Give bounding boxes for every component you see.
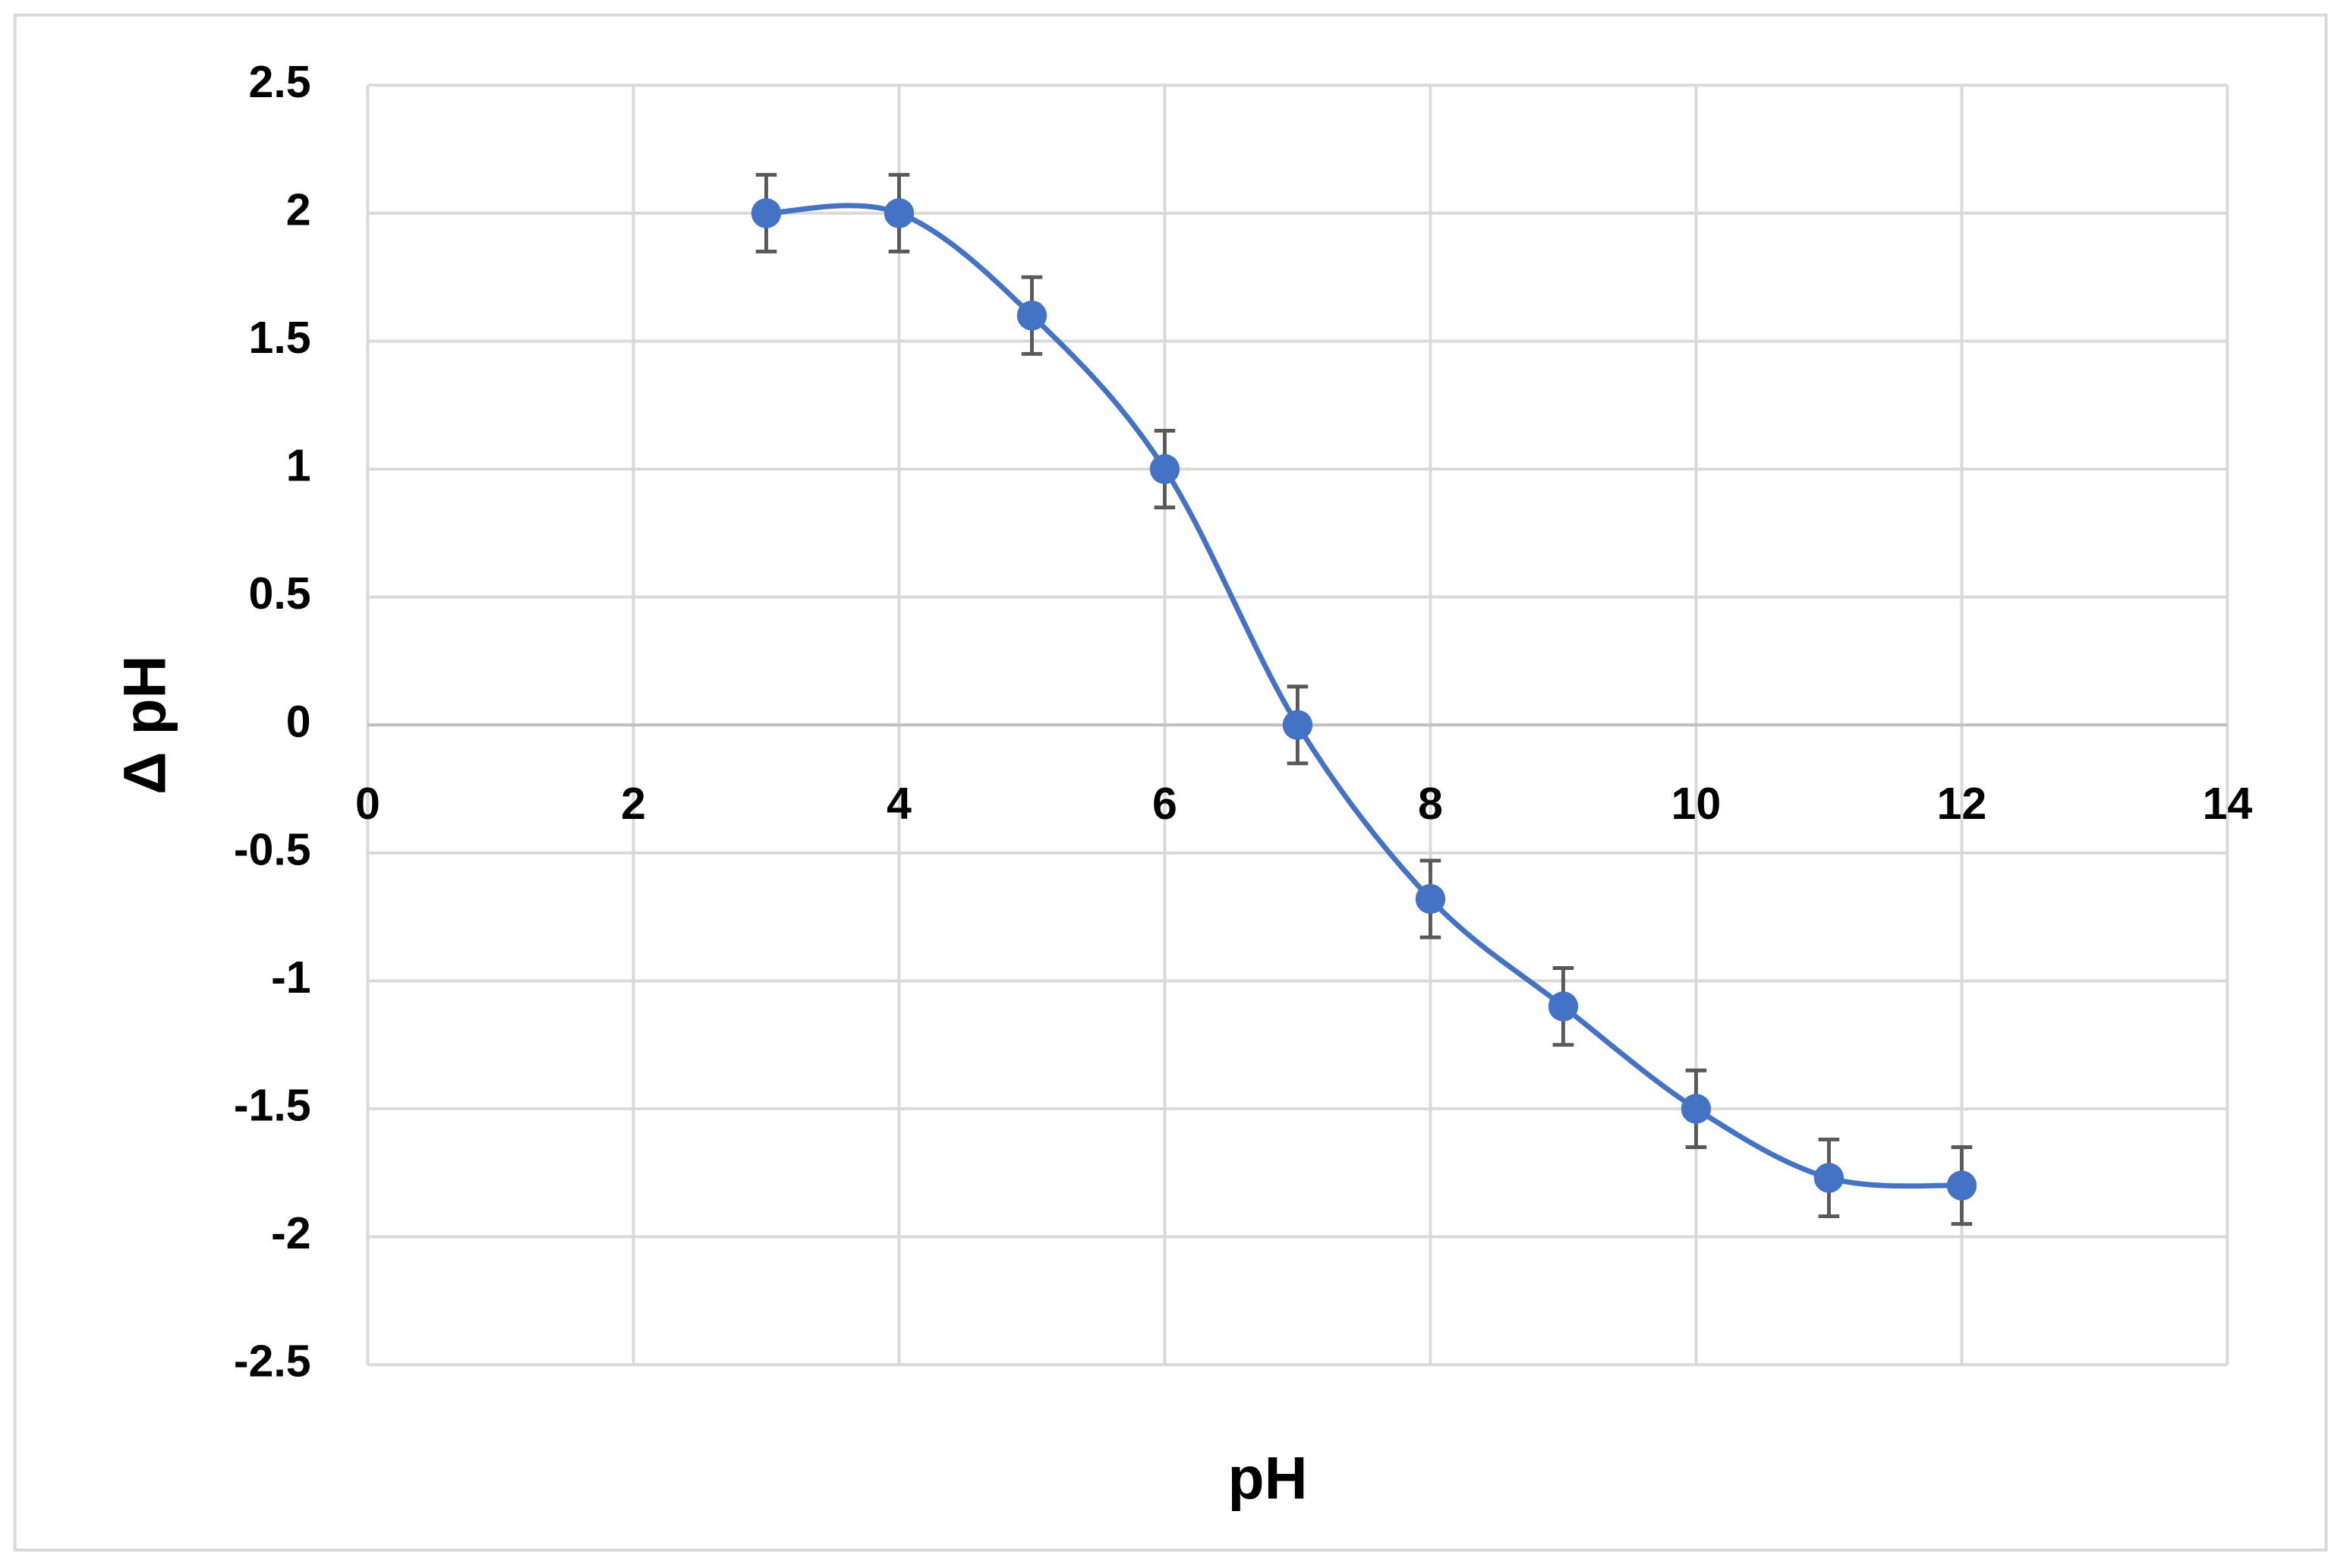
x-tick-label: 6 (1152, 779, 1177, 829)
y-tick-label: 2.5 (248, 57, 310, 107)
series-line (766, 203, 1962, 1189)
x-tick-label: 10 (1671, 779, 1722, 829)
y-axis-title: Δ pH (112, 655, 178, 794)
y-tick-label: 1 (286, 441, 311, 491)
data-point (1681, 1094, 1712, 1124)
data-point (1813, 1163, 1845, 1193)
y-tick-label: -2.5 (234, 1337, 311, 1387)
x-tick-label: 2 (621, 779, 646, 829)
data-point (1016, 301, 1048, 331)
data-point (1149, 454, 1180, 484)
data-point (884, 198, 915, 228)
y-tick-label: 2 (286, 185, 311, 235)
x-tick-label: 4 (887, 779, 912, 829)
x-tick-label: 8 (1418, 779, 1443, 829)
data-point (1282, 710, 1313, 740)
y-tick-label: -1.5 (234, 1081, 311, 1131)
data-point (1548, 991, 1579, 1022)
y-tick-label: -2 (271, 1208, 311, 1258)
y-tick-label: 0 (286, 697, 311, 747)
y-tick-label: -1 (271, 952, 311, 1003)
x-tick-label: 14 (2203, 779, 2253, 829)
data-point (1415, 883, 1446, 915)
x-tick-label: 0 (355, 779, 380, 829)
y-tick-label: 1.5 (248, 313, 310, 363)
y-tick-label: -0.5 (234, 824, 311, 874)
chart-frame (13, 13, 2328, 1552)
data-point (1946, 1170, 1977, 1201)
x-axis-title: pH (1228, 1445, 1308, 1512)
data-point (751, 198, 782, 228)
y-tick-label: 0.5 (248, 568, 310, 619)
x-tick-label: 12 (1937, 779, 1987, 829)
